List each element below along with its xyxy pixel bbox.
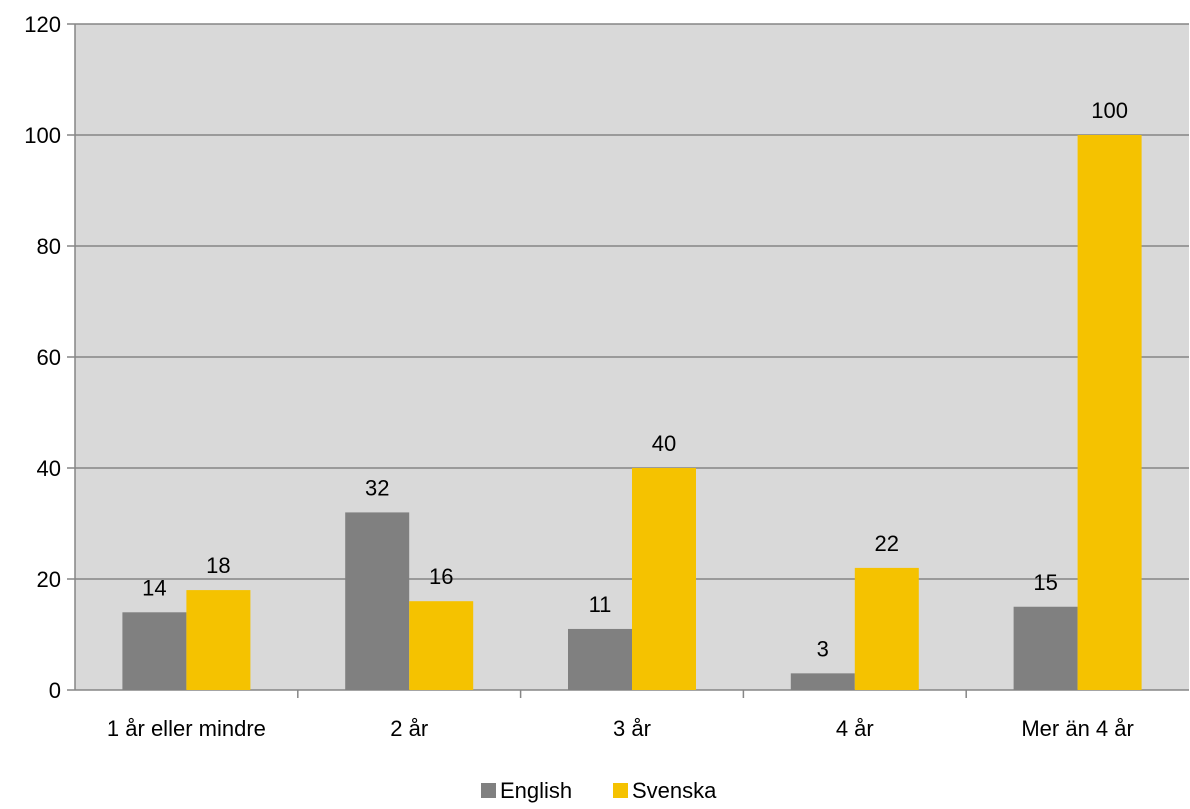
category-label: 2 år [390,716,428,741]
y-tick-label: 60 [37,345,61,370]
y-tick-label: 20 [37,567,61,592]
data-label: 32 [365,475,389,500]
legend-swatch-english [481,783,496,798]
bar-english [1013,606,1078,690]
bar-svenska [854,567,919,690]
x-axis-category-labels: 1 år eller mindre 2 år 3 år 4 år Mer än 4 år [107,716,1134,741]
bar-svenska [186,590,251,690]
y-tick-label: 0 [49,678,61,703]
data-label: 40 [652,431,676,456]
bar-english [122,612,187,690]
data-label: 3 [817,636,829,661]
bar-english [790,673,855,690]
bar-english [345,512,410,690]
bar-svenska [409,601,474,690]
data-label: 100 [1091,98,1128,123]
data-label: 11 [589,592,612,617]
legend-swatch-svenska [613,783,628,798]
y-tick-label: 100 [24,123,61,148]
legend-label-svenska: Svenska [632,778,717,803]
bar-svenska [632,468,696,690]
category-label: 1 år eller mindre [107,716,266,741]
legend: English Svenska [481,778,717,803]
category-label: 3 år [613,716,651,741]
legend-label-english: English [500,778,572,803]
category-label: 4 år [836,716,874,741]
data-label: 16 [429,564,453,589]
data-label: 14 [142,575,166,600]
bar-svenska [1077,135,1142,690]
bars [122,135,1142,690]
y-axis-tick-labels: 0 20 40 60 80 100 120 [24,12,61,703]
bar-english [568,628,632,690]
data-labels: 14 18 32 16 11 40 3 22 15 100 [142,98,1128,661]
category-label: Mer än 4 år [1021,716,1134,741]
data-label: 18 [206,553,230,578]
y-tick-label: 80 [37,234,61,259]
data-label: 15 [1033,570,1057,595]
y-tick-label: 40 [37,456,61,481]
data-label: 22 [875,531,899,556]
y-tick-label: 120 [24,12,61,37]
